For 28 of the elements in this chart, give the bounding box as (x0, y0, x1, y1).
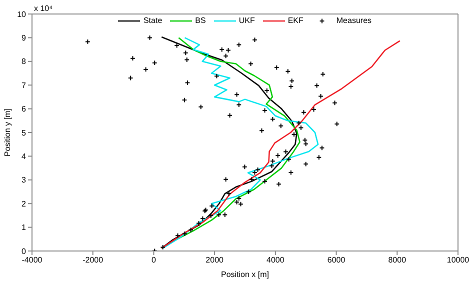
y-tick-label: 3 (22, 176, 27, 185)
x-axis-title: Position x [m] (220, 270, 270, 279)
x-tick-label: 0 (151, 256, 156, 265)
x-tick-label: -4000 (22, 256, 43, 265)
x-tick-label: 8000 (388, 256, 407, 265)
x-tick-label: -2000 (82, 256, 104, 265)
y-tick-label: 7 (22, 80, 27, 90)
y-tick-label: 1 (22, 223, 27, 232)
y-axis-title: Position y [m] (3, 108, 12, 157)
y-tick-label: 4 (22, 152, 27, 162)
x-tick-label: 4000 (266, 256, 285, 265)
y-tick-label: 9 (22, 34, 27, 43)
x-tick-label: 2000 (206, 256, 224, 265)
legend-label: State (143, 16, 162, 25)
legend-label: UKF (238, 16, 255, 25)
y-tick-label: 10 (17, 10, 27, 19)
y-tick-label: 5 (22, 128, 27, 138)
y-tick-label: 0 (22, 246, 27, 256)
legend-label: EKF (288, 16, 304, 25)
y-tick-label: 6 (22, 104, 27, 114)
y-tick-label: 8 (22, 57, 27, 66)
legend-label: Measures (336, 16, 372, 25)
legend-label: BS (195, 16, 206, 25)
text: x 10⁴ (34, 4, 54, 13)
x-tick-label: 6000 (327, 256, 346, 265)
x-tick-label: 10000 (446, 256, 470, 265)
y-tick-label: 2 (22, 199, 27, 208)
line-series (160, 40, 401, 249)
